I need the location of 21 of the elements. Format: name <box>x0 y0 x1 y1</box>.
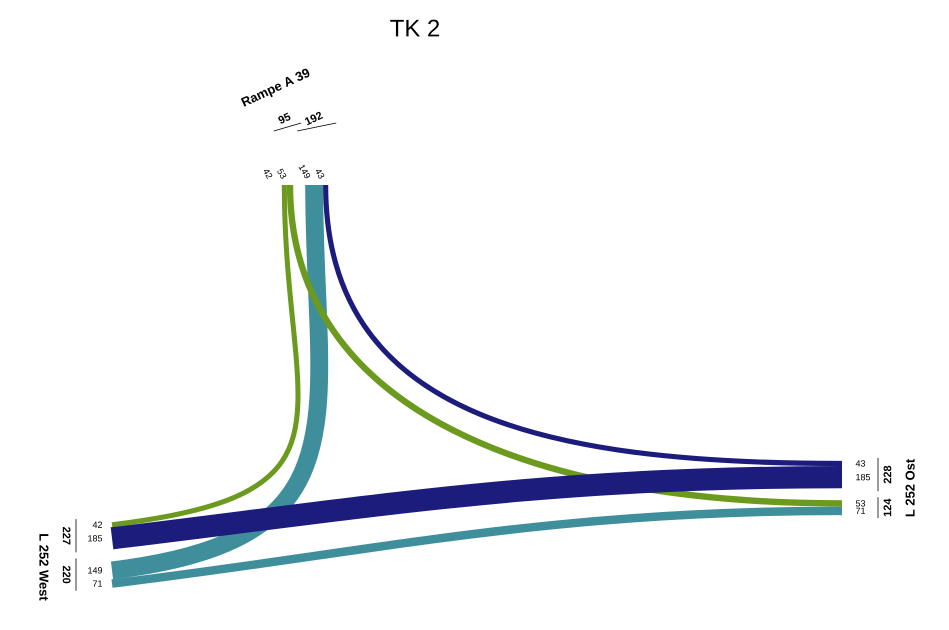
text: 192 <box>304 112 324 126</box>
data-label: 42 <box>92 522 102 528</box>
data-label: 43 <box>316 170 324 179</box>
text: 124 <box>884 498 892 516</box>
text: 227 <box>62 527 70 544</box>
text: 43 <box>856 460 866 467</box>
text: 95 <box>278 112 290 124</box>
category-label: L 252 Ost <box>906 459 915 516</box>
data-label: 71 <box>856 508 866 514</box>
text: 42 <box>264 170 272 180</box>
data-label: 149 <box>298 164 310 178</box>
category-label: L 252 West <box>39 534 48 601</box>
text: 228 <box>884 466 892 484</box>
text: 53 <box>278 168 286 179</box>
text: 220 <box>62 566 70 584</box>
data-label: 53 <box>856 500 866 507</box>
text: 149 <box>88 567 102 574</box>
text: TK 2 <box>390 20 440 36</box>
text: 71 <box>92 580 102 587</box>
data-label: 185 <box>88 535 102 542</box>
text: 185 <box>856 474 870 480</box>
